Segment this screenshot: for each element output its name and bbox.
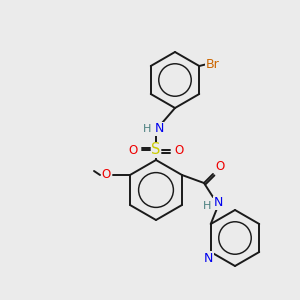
Text: N: N [204,251,213,265]
Text: H: H [203,201,211,211]
Text: S: S [151,142,161,158]
Text: Br: Br [206,58,219,71]
Text: N: N [213,196,223,209]
Text: O: O [101,169,111,182]
Text: O: O [128,143,138,157]
Text: O: O [174,143,184,157]
Text: O: O [215,160,225,173]
Text: N: N [154,122,164,136]
Text: H: H [143,124,151,134]
